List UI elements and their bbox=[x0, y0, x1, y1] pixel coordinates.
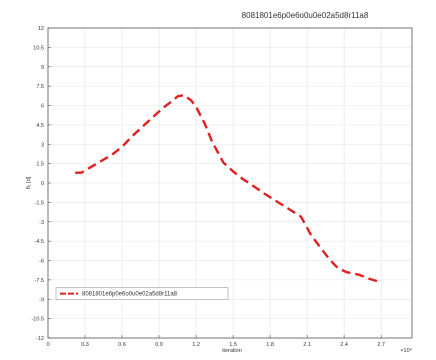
y-tick-label: -1.5 bbox=[35, 200, 44, 206]
y-tick-label: 4.5 bbox=[36, 123, 44, 129]
x-tick-label: 2.7 bbox=[377, 342, 385, 348]
x-axis-label: iteration bbox=[222, 348, 242, 354]
y-tick-label: 12 bbox=[38, 26, 44, 32]
y-axis-label: θ₁ [d] bbox=[26, 176, 32, 189]
y-tick-label: -12 bbox=[36, 336, 44, 342]
x-tick-label: 0.6 bbox=[118, 342, 126, 348]
chart-title: 8081801e6p0e6o0u0e02a5d8r11a8 bbox=[242, 11, 369, 20]
y-tick-label: -10.5 bbox=[31, 317, 44, 323]
x-tick-label: 2.4 bbox=[340, 342, 348, 348]
y-tick-label: 0 bbox=[41, 181, 44, 187]
y-tick-label: 10.5 bbox=[33, 45, 44, 51]
y-tick-label: -9 bbox=[39, 297, 44, 303]
x-tick-label: 0.3 bbox=[81, 342, 89, 348]
grid-lines bbox=[47, 27, 412, 339]
tick-marks bbox=[47, 27, 382, 339]
x-tick-label: 1.2 bbox=[192, 342, 200, 348]
x-tick-label: 1.8 bbox=[266, 342, 274, 348]
y-tick-label: -4.5 bbox=[35, 239, 44, 245]
y-tick-label: 1.5 bbox=[36, 162, 44, 168]
legend-entry-label: 8081801e6p0e6o0u0e02a5d8r11a8 bbox=[82, 292, 178, 298]
x-tick-label: 2.1 bbox=[303, 342, 311, 348]
legend-box bbox=[55, 287, 229, 300]
y-tick-label: -7.5 bbox=[35, 278, 44, 284]
x-tick-label: 0 bbox=[46, 342, 49, 348]
y-tick-label: 7.5 bbox=[36, 84, 44, 90]
x-tick-label: 0.9 bbox=[155, 342, 163, 348]
legend: 8081801e6p0e6o0u0e02a5d8r11a8 bbox=[55, 287, 229, 300]
y-tick-label: 3 bbox=[41, 142, 44, 148]
series-layer bbox=[75, 93, 382, 284]
tick-labels: 0 0.3 0.6 0.9 1.2 1.5 1.8 2.1 2.4 2.7 -12 -10.5 -9 -7… bbox=[31, 26, 385, 348]
x-tick-label: 1.5 bbox=[229, 342, 237, 348]
y-tick-label: -6 bbox=[39, 259, 44, 265]
y-tick-label: -3 bbox=[39, 220, 44, 226]
y-tick-label: 6 bbox=[41, 104, 44, 110]
x-axis-exponent: ×10⁴ bbox=[400, 347, 412, 354]
y-tick-label: 9 bbox=[41, 65, 44, 71]
